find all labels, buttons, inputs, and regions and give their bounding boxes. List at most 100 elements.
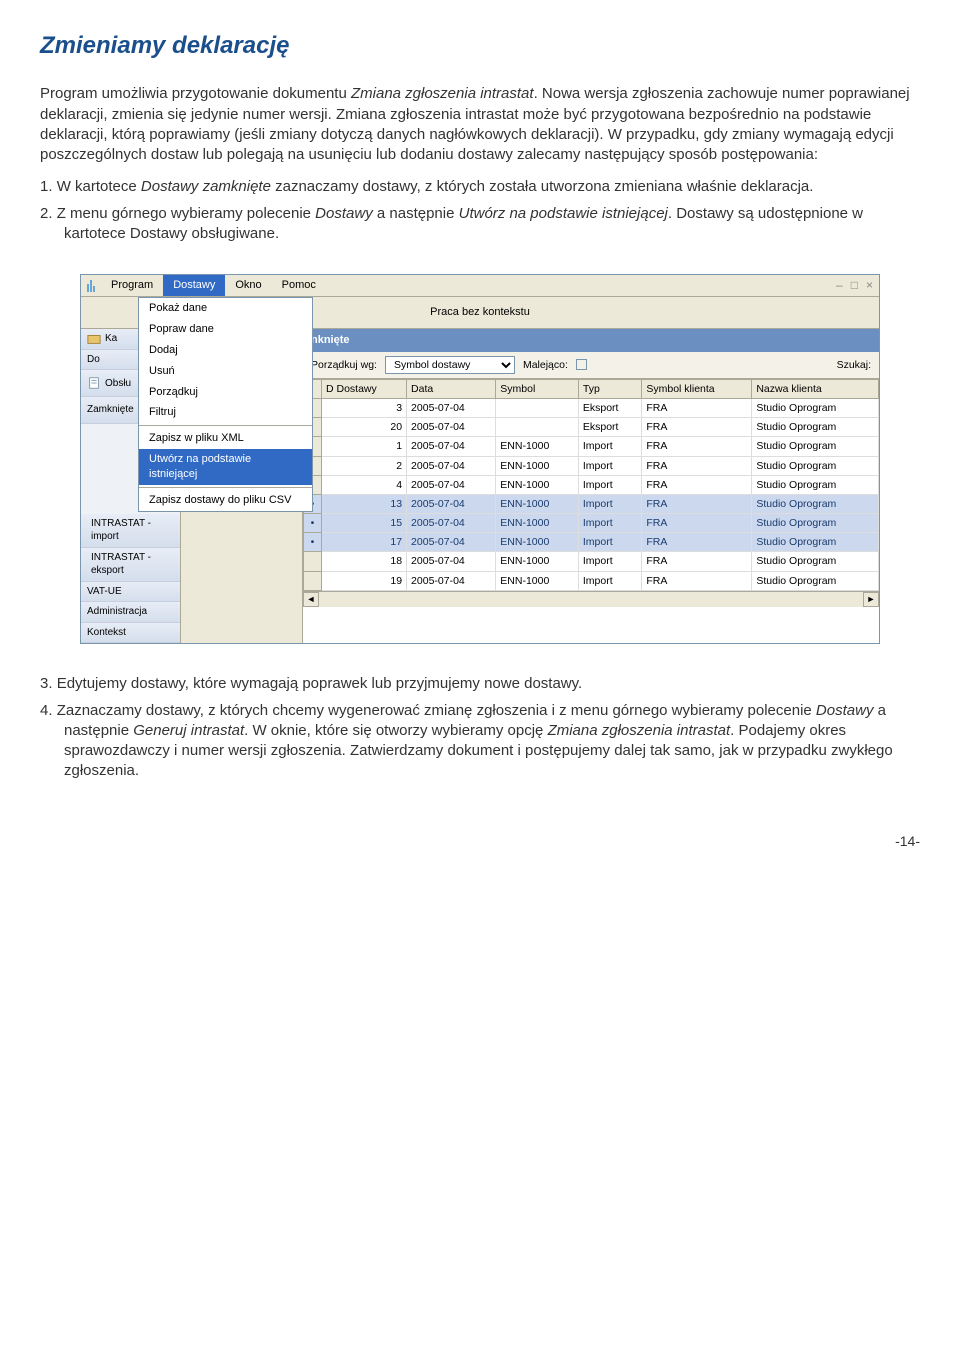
cell-data: 2005-07-04 (407, 475, 496, 494)
table-row[interactable]: 32005-07-04EksportFRAStudio Oprogram (304, 399, 879, 418)
sidebar-admin[interactable]: Administracja (81, 602, 180, 623)
doc-icon (87, 376, 101, 390)
menu-dodaj[interactable]: Dodaj (139, 340, 312, 361)
col-id[interactable]: D Dostawy (322, 379, 407, 398)
cell-symbol: ENN-1000 (496, 437, 579, 456)
minimize-icon[interactable]: – (834, 277, 845, 293)
table-row[interactable]: •172005-07-04ENN-1000ImportFRAStudio Opr… (304, 533, 879, 552)
menu-usun[interactable]: Usuń (139, 361, 312, 382)
col-typ[interactable]: Typ (578, 379, 641, 398)
sidebar-obslu-label: Obsłu (105, 377, 131, 391)
col-data[interactable]: Data (407, 379, 496, 398)
cell-symbol: ENN-1000 (496, 475, 579, 494)
sidebar-vatue-label: VAT-UE (87, 585, 122, 599)
menu-pokaz-dane[interactable]: Pokaż dane (139, 298, 312, 319)
menu-program[interactable]: Program (101, 275, 163, 296)
cell-typ: Import (578, 552, 641, 571)
close-icon[interactable]: × (864, 277, 875, 293)
step-num: 4. (40, 702, 57, 719)
cell-data: 2005-07-04 (407, 418, 496, 437)
cell-data: 2005-07-04 (407, 399, 496, 418)
sidebar-kontekst-label: Kontekst (87, 626, 126, 640)
step-2-i1: Dostawy (315, 205, 373, 222)
malejaco-label: Malejąco: (523, 358, 568, 372)
tab-zamkniete[interactable]: nknięte (303, 329, 879, 352)
horizontal-scrollbar[interactable]: ◄ ► (303, 591, 879, 607)
cell-typ: Import (578, 475, 641, 494)
cell-nazkli: Studio Oprogram (752, 514, 879, 533)
context-label: Praca bez kontekstu (430, 306, 530, 318)
table-row[interactable]: 22005-07-04ENN-1000ImportFRAStudio Oprog… (304, 456, 879, 475)
cell-id: 18 (322, 552, 407, 571)
menu-okno[interactable]: Okno (225, 275, 271, 296)
cell-symkli: FRA (642, 475, 752, 494)
step-3a: Edytujemy dostawy, które wymagają popraw… (57, 675, 583, 692)
table-row[interactable]: 12005-07-04ENN-1000ImportFRAStudio Oprog… (304, 437, 879, 456)
table-row[interactable]: •152005-07-04ENN-1000ImportFRAStudio Opr… (304, 514, 879, 533)
cell-nazkli: Studio Oprogram (752, 552, 879, 571)
menu-separator (139, 425, 312, 426)
sidebar-intrastat-import[interactable]: INTRASTAT - import (81, 514, 180, 548)
row-marker (304, 552, 322, 571)
dostawy-dropdown: Pokaż dane Popraw dane Dodaj Usuń Porząd… (138, 297, 313, 511)
dostawy-table: D Dostawy Data Symbol Typ Symbol klienta… (303, 379, 879, 591)
menu-porzadkuj[interactable]: Porządkuj (139, 382, 312, 403)
step-1-i1: Dostawy zamknięte (141, 178, 271, 195)
cell-symkli: FRA (642, 418, 752, 437)
step-1: 1. W kartotece Dostawy zamknięte zaznacz… (40, 177, 920, 197)
cell-nazkli: Studio Oprogram (752, 456, 879, 475)
filter-label: Porządkuj wg: (311, 358, 377, 372)
sidebar-intrastat-eksport[interactable]: INTRASTAT - eksport (81, 548, 180, 582)
cell-symkli: FRA (642, 514, 752, 533)
col-symkli[interactable]: Symbol klienta (642, 379, 752, 398)
menu-zapisz-xml[interactable]: Zapisz w pliku XML (139, 428, 312, 449)
step-4a: Zaznaczamy dostawy, z których chcemy wyg… (57, 702, 816, 719)
cell-typ: Eksport (578, 418, 641, 437)
steps-list-1: 1. W kartotece Dostawy zamknięte zaznacz… (40, 177, 920, 244)
step-num: 2. (40, 205, 57, 222)
table-row[interactable]: 182005-07-04ENN-1000ImportFRAStudio Opro… (304, 552, 879, 571)
table-row[interactable]: 202005-07-04EksportFRAStudio Oprogram (304, 418, 879, 437)
step-4: 4. Zaznaczamy dostawy, z których chcemy … (40, 701, 920, 782)
cell-nazkli: Studio Oprogram (752, 475, 879, 494)
app-window: Program Dostawy Okno Pomoc – □ × Pokaż d… (80, 274, 880, 644)
cell-symkli: FRA (642, 456, 752, 475)
step-1a: W kartotece (57, 178, 141, 195)
sidebar-do-label: Do (87, 353, 100, 367)
intro-italic-1: Zmiana zgłoszenia intrastat (351, 85, 534, 102)
sort-select[interactable]: Symbol dostawy (385, 356, 515, 374)
sidebar-vatue[interactable]: VAT-UE (81, 582, 180, 603)
menu-dostawy[interactable]: Dostawy (163, 275, 225, 296)
cell-symbol: ENN-1000 (496, 456, 579, 475)
cell-symkli: FRA (642, 399, 752, 418)
malejaco-checkbox[interactable] (576, 359, 587, 370)
table-row[interactable]: •132005-07-04ENN-1000ImportFRAStudio Opr… (304, 494, 879, 513)
menu-separator (139, 487, 312, 488)
menu-popraw-dane[interactable]: Popraw dane (139, 319, 312, 340)
cell-data: 2005-07-04 (407, 494, 496, 513)
cell-symkli: FRA (642, 552, 752, 571)
menubar: Program Dostawy Okno Pomoc – □ × Pokaż d… (81, 275, 879, 297)
scroll-right-icon[interactable]: ► (863, 592, 879, 607)
col-symbol[interactable]: Symbol (496, 379, 579, 398)
intro-text-1: Program umożliwia przygotowanie dokument… (40, 85, 351, 102)
cell-symbol: ENN-1000 (496, 571, 579, 590)
col-nazkli[interactable]: Nazwa klienta (752, 379, 879, 398)
cell-id: 13 (322, 494, 407, 513)
scroll-track[interactable] (319, 592, 863, 607)
table-row[interactable]: 192005-07-04ENN-1000ImportFRAStudio Opro… (304, 571, 879, 590)
cell-data: 2005-07-04 (407, 456, 496, 475)
table-row[interactable]: 42005-07-04ENN-1000ImportFRAStudio Oprog… (304, 475, 879, 494)
menu-filtruj[interactable]: Filtruj (139, 402, 312, 423)
restore-icon[interactable]: □ (849, 277, 860, 293)
sidebar-kontekst[interactable]: Kontekst (81, 623, 180, 644)
menu-pomoc[interactable]: Pomoc (272, 275, 326, 296)
step-2a: Z menu górnego wybieramy polecenie (57, 205, 315, 222)
step-4c: . W oknie, które się otworzy wybieramy o… (244, 722, 547, 739)
menu-zapisz-csv[interactable]: Zapisz dostawy do pliku CSV (139, 490, 312, 511)
scroll-left-icon[interactable]: ◄ (303, 592, 319, 607)
cell-nazkli: Studio Oprogram (752, 571, 879, 590)
cell-data: 2005-07-04 (407, 514, 496, 533)
app-icon (81, 280, 101, 292)
menu-utworz-istniejacej[interactable]: Utwórz na podstawie istniejącej (139, 449, 312, 485)
